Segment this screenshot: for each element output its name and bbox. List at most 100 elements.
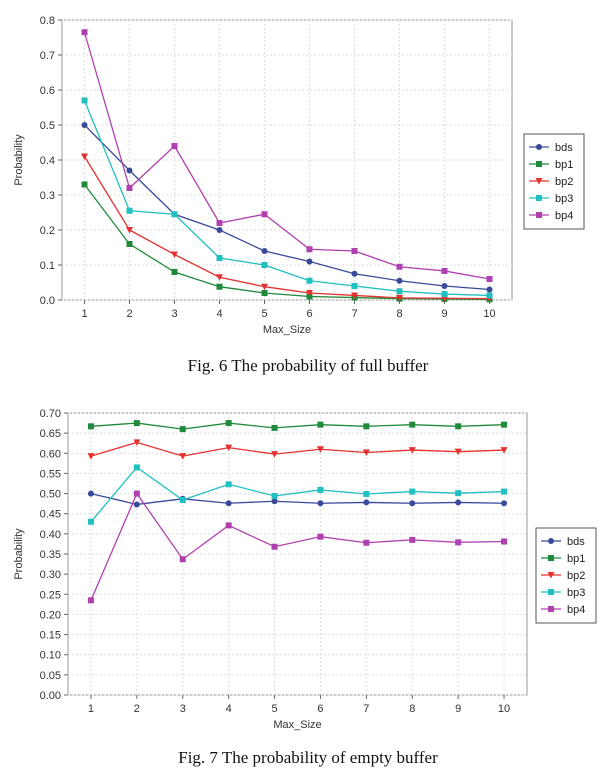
fig6-point-bp4-4	[216, 220, 223, 226]
fig6-ytick-label-6: 0.6	[40, 85, 55, 97]
fig7-point-bp4-1	[87, 597, 94, 604]
fig6-point-bp1-2	[126, 241, 133, 247]
fig6-point-bds-10	[486, 286, 493, 293]
fig7-point-bds-6	[317, 500, 324, 507]
fig7-point-bp3-9	[455, 490, 462, 497]
fig6-point-bp4-6	[306, 246, 313, 253]
fig6-ytick-label-8: 0.8	[40, 15, 55, 27]
fig7-xtick-label-7: 8	[409, 703, 415, 715]
fig7-plot-group: 0.00 0.05 0.10 0.15 0.20 0.25 0.30 0.35 0.40 0.45…	[13, 408, 597, 731]
fig6-legend-label-bp1: bp1	[555, 159, 573, 171]
fig7-xtick-label-4: 5	[271, 703, 277, 715]
fig7-point-bp1-6	[317, 421, 324, 428]
fig7-ytick-label-1: 0.05	[40, 670, 61, 682]
fig7-legend-label-bp2: bp2	[567, 570, 585, 582]
fig6-xtick-label-5: 6	[306, 308, 312, 320]
fig6-point-bp3-6	[306, 277, 313, 284]
fig7-point-bp3-5	[271, 492, 278, 499]
fig7-point-bp4-6	[317, 533, 324, 540]
fig6-point-bp3-5	[261, 262, 268, 268]
fig6-point-bp3-10	[486, 292, 493, 299]
fig6-xlabel: Max_Size	[263, 324, 311, 336]
fig6-point-bds-8	[396, 277, 403, 284]
fig7-legend-label-bp4: bp4	[567, 604, 585, 616]
fig7-legend-label-bds: bds	[567, 536, 585, 548]
fig7-point-bp3-2	[133, 464, 140, 471]
fig7-ytick-label-9: 0.45	[40, 509, 61, 521]
fig6-point-bds-1	[81, 122, 88, 128]
fig6-xtick-label-2: 3	[171, 308, 177, 320]
fig6-point-bds-2	[126, 167, 133, 174]
fig6-point-bp2-1	[81, 153, 88, 160]
fig7-legend-swatch-marker-bp3	[548, 589, 554, 595]
fig7-ytick-label-5: 0.25	[40, 589, 61, 601]
fig7-point-bds-9	[455, 499, 462, 506]
fig6-legend-label-bds: bds	[555, 142, 573, 154]
fig7-point-bp2-2	[133, 439, 141, 446]
fig7-ytick-label-7: 0.35	[40, 549, 61, 561]
fig6-point-bp2-2	[126, 227, 133, 234]
fig7-point-bp4-5	[271, 543, 278, 550]
fig7-ytick-label-2: 0.10	[40, 650, 61, 662]
fig6-point-bp3-7	[351, 283, 358, 289]
fig6-xtick-label-3: 4	[216, 308, 222, 320]
fig7-xlabel: Max_Size	[273, 719, 321, 731]
fig6-point-bp4-7	[351, 248, 358, 254]
fig6-point-bp4-9	[441, 267, 448, 274]
fig6-point-bp4-8	[396, 263, 403, 270]
fig6-point-bp1-1	[81, 181, 88, 188]
fig6-ytick-label-2: 0.2	[40, 225, 55, 237]
fig6-point-bp1-3	[171, 269, 178, 275]
fig6-legend-label-bp4: bp4	[555, 210, 573, 222]
fig6-point-bds-7	[351, 270, 358, 277]
fig6-ylabel: Probability	[13, 134, 25, 186]
fig6-point-bp1-5	[261, 290, 268, 296]
fig6-ytick-label-5: 0.5	[40, 120, 55, 132]
fig6-ytick-label-4: 0.4	[40, 155, 55, 167]
fig7-point-bp1-7	[363, 423, 370, 430]
fig6-point-bp4-1	[81, 29, 88, 36]
fig6-xtick-label-8: 9	[441, 308, 447, 320]
fig7-legend-swatch-marker-bp2	[547, 572, 555, 579]
fig6-plot-group: 0.0 0.1 0.2 0.3 0.4 0.5 0.6 0.7 0.8 1 2 3 4 5 6 7 8 9 10 Ma…	[13, 15, 585, 336]
fig6-ytick-label-0: 0.0	[40, 295, 55, 307]
fig6-legend-swatch-marker-bp4	[536, 212, 542, 218]
fig6-point-bp4-3	[171, 143, 178, 149]
fig6-legend-label-bp2: bp2	[555, 176, 573, 188]
fig6-point-bp1-4	[216, 283, 223, 290]
fig7-series-line-bp3	[90, 466, 505, 523]
fig7-point-bp2-5	[271, 451, 279, 458]
fig6-legend-label-bp3: bp3	[555, 193, 573, 205]
fig6-point-bp4-5	[261, 211, 268, 218]
fig6-ytick-label-3: 0.3	[40, 190, 55, 202]
fig7-point-bp1-1	[87, 423, 94, 430]
fig7-point-bp4-2	[133, 490, 140, 497]
fig6-point-bds-9	[441, 283, 448, 289]
fig6-point-bp3-2	[126, 207, 133, 214]
fig6-ytick-label-7: 0.7	[40, 50, 55, 62]
fig6-series-line-bp3	[83, 100, 490, 297]
fig7-point-bp1-10	[501, 421, 508, 428]
fig7-xtick-label-0: 1	[88, 703, 94, 715]
fig7-ytick-label-13: 0.65	[40, 428, 61, 440]
fig7-point-bds-2	[133, 501, 140, 508]
fig6-point-bp2-7	[351, 292, 358, 299]
fig7-point-bp2-6	[316, 446, 324, 453]
fig6-point-bds-4	[216, 227, 223, 233]
fig7-point-bp3-10	[501, 488, 508, 495]
fig6-ytick-label-1: 0.1	[40, 260, 55, 272]
fig7-ytick-label-0: 0.00	[40, 690, 61, 702]
fig6-series-line-bp4	[83, 32, 490, 280]
fig7-point-bds-7	[363, 499, 370, 506]
fig6-series-line-bds	[84, 124, 490, 291]
fig7-point-bds-1	[87, 490, 94, 497]
caption-fig6: Fig. 6 The probability of full buffer	[187, 356, 429, 375]
fig7-point-bp2-8	[408, 447, 416, 454]
fig6-point-bp4-2	[126, 185, 133, 191]
fig7-ytick-label-4: 0.20	[40, 609, 61, 621]
fig7-point-bp2-7	[362, 449, 370, 456]
fig6-point-bp2-5	[261, 283, 268, 291]
fig7-legend-swatch-marker-bp4	[548, 606, 554, 612]
chart-full-buffer: 0.0 0.1 0.2 0.3 0.4 0.5 0.6 0.7 0.8 1 2 3 4 5 6 7 8 9 10 Ma…	[13, 15, 585, 336]
fig7-point-bp1-3	[179, 426, 186, 433]
